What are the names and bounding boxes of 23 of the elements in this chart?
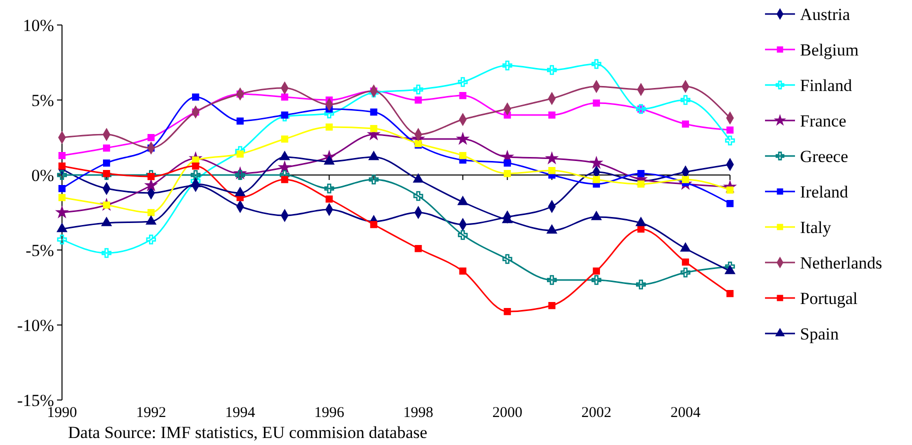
x-tick-label: 2002 [581,405,612,421]
legend-label: Netherlands [800,253,882,272]
y-tick-label: -10% [17,316,54,335]
x-tick-label: 1996 [314,405,345,421]
legend-label: Portugal [800,288,858,308]
y-tick-label: 5% [31,90,54,110]
legend-label: Greece [800,146,848,166]
x-tick-label: 1992 [136,405,166,421]
x-tick-label: 1998 [403,405,434,421]
legend-label: Ireland [800,182,849,202]
legend-label: Spain [800,324,840,344]
legend-label: Belgium [800,40,859,60]
x-tick-label: 2004 [670,405,701,421]
y-tick-label: 10% [22,16,54,35]
legend-label: Austria [800,4,850,24]
source-note: Data Source: IMF statistics, EU commision database [68,423,428,442]
x-tick-label: 1994 [225,405,256,421]
legend-label: Finland [800,76,852,95]
legend-label: France [800,111,846,130]
legend-label: Italy [800,218,832,237]
x-tick-label: 2000 [492,405,522,421]
y-tick-label: -5% [26,240,54,260]
y-tick-label: 0% [31,166,54,185]
